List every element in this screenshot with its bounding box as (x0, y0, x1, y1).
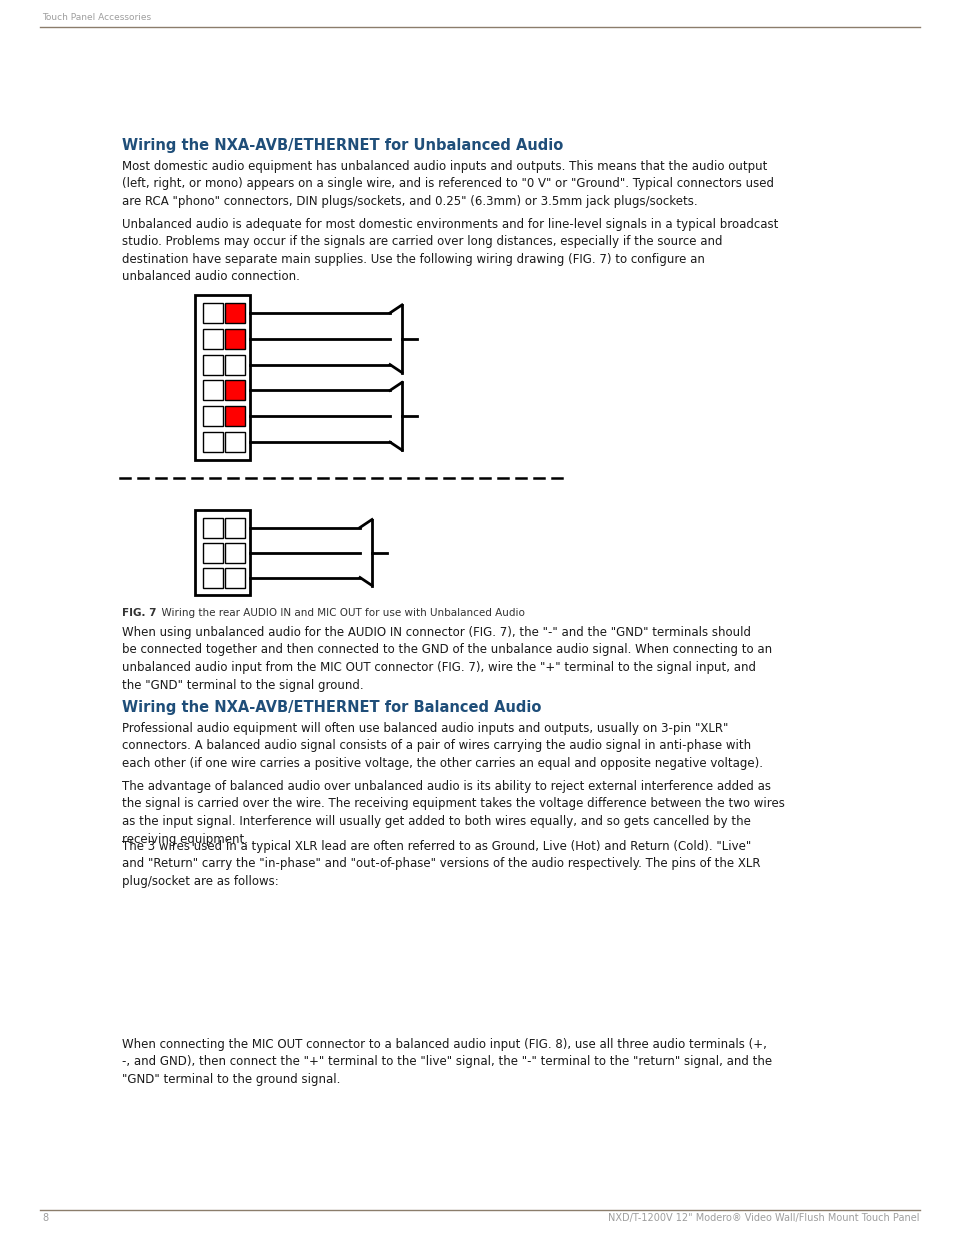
Bar (225, 380, 245, 400)
Text: FIG. 7: FIG. 7 (122, 608, 156, 618)
Bar (225, 329, 245, 348)
Text: Professional audio equipment will often use balanced audio inputs and outputs, u: Professional audio equipment will often … (122, 722, 762, 769)
Bar (194, 295, 250, 459)
Bar (203, 568, 223, 588)
Bar (225, 568, 245, 588)
Text: Wiring the NXA-AVB/ETHERNET for Unbalanced Audio: Wiring the NXA-AVB/ETHERNET for Unbalanc… (122, 138, 562, 153)
Bar (225, 406, 245, 426)
Text: Most domestic audio equipment has unbalanced audio inputs and outputs. This mean: Most domestic audio equipment has unbala… (122, 161, 773, 207)
Text: The advantage of balanced audio over unbalanced audio is its ability to reject e: The advantage of balanced audio over unb… (122, 781, 784, 846)
Bar (225, 542, 245, 562)
Text: NXD/T-1200V 12" Modero® Video Wall/Flush Mount Touch Panel: NXD/T-1200V 12" Modero® Video Wall/Flush… (608, 1213, 919, 1223)
Bar (203, 432, 223, 452)
Text: When using unbalanced audio for the AUDIO IN connector (FIG. 7), the "-" and the: When using unbalanced audio for the AUDI… (122, 626, 771, 692)
Bar (225, 354, 245, 374)
Bar (194, 510, 250, 595)
Text: 8: 8 (42, 1213, 48, 1223)
Text: The 3 wires used in a typical XLR lead are often referred to as Ground, Live (Ho: The 3 wires used in a typical XLR lead a… (122, 840, 760, 888)
Bar (225, 303, 245, 322)
Bar (203, 303, 223, 322)
Text: Wiring the rear AUDIO IN and MIC OUT for use with Unbalanced Audio: Wiring the rear AUDIO IN and MIC OUT for… (154, 608, 524, 618)
Bar (203, 517, 223, 537)
Bar (225, 517, 245, 537)
Text: When connecting the MIC OUT connector to a balanced audio input (FIG. 8), use al: When connecting the MIC OUT connector to… (122, 1037, 771, 1086)
Bar (225, 432, 245, 452)
Text: Touch Panel Accessories: Touch Panel Accessories (42, 14, 151, 22)
Bar (203, 329, 223, 348)
Bar (203, 542, 223, 562)
Text: Unbalanced audio is adequate for most domestic environments and for line-level s: Unbalanced audio is adequate for most do… (122, 219, 778, 284)
Bar (203, 354, 223, 374)
Bar (203, 380, 223, 400)
Bar (203, 406, 223, 426)
Text: Wiring the NXA-AVB/ETHERNET for Balanced Audio: Wiring the NXA-AVB/ETHERNET for Balanced… (122, 700, 540, 715)
